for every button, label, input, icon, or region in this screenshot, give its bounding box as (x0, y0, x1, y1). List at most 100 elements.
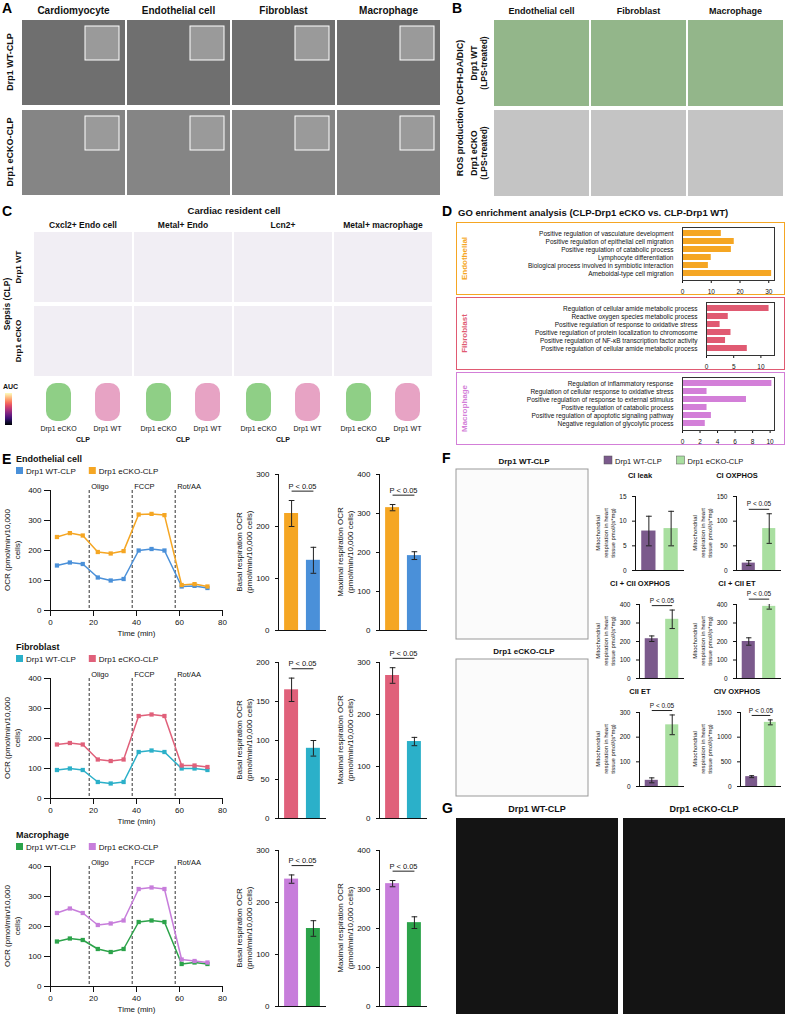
svg-text:Mitochondrial: Mitochondrial (595, 623, 601, 659)
svg-text:Regulation of inflammatory res: Regulation of inflammatory response (568, 380, 674, 388)
svg-text:0: 0 (681, 288, 685, 294)
svg-text:(pmol/min/10,000 cells): (pmol/min/10,000 cells) (245, 510, 254, 593)
svg-text:5: 5 (732, 363, 736, 369)
svg-text:C: C (2, 203, 12, 219)
svg-text:30: 30 (765, 288, 773, 294)
svg-text:Cxcl2+ Endo cell: Cxcl2+ Endo cell (49, 220, 117, 230)
svg-text:Drp1 eCKO: Drp1 eCKO (469, 130, 479, 176)
svg-text:100: 100 (28, 576, 42, 585)
svg-text:Rot/AA: Rot/AA (177, 670, 201, 679)
svg-text:20: 20 (89, 806, 98, 815)
svg-text:FCCP: FCCP (134, 858, 154, 867)
svg-text:Drp1 WT: Drp1 WT (394, 425, 423, 433)
svg-text:Drp1 WT-CLP: Drp1 WT-CLP (498, 457, 550, 466)
svg-text:AUC: AUC (3, 383, 18, 390)
svg-text:400: 400 (620, 601, 631, 608)
svg-text:GO enrichment analysis (CLP-Dr: GO enrichment analysis (CLP-Drp1 eCKO vs… (458, 207, 728, 218)
svg-text:100: 100 (256, 574, 270, 583)
svg-text:Drp1 WT: Drp1 WT (294, 425, 323, 433)
svg-text:200: 200 (28, 546, 42, 555)
svg-text:Macrophage: Macrophage (709, 6, 762, 16)
svg-text:0: 0 (627, 675, 631, 682)
svg-text:100: 100 (357, 762, 371, 771)
svg-text:500: 500 (721, 758, 732, 765)
svg-text:2: 2 (698, 438, 702, 444)
svg-text:Drp1 eCKO-CLP: Drp1 eCKO-CLP (669, 804, 738, 814)
svg-text:200: 200 (256, 522, 270, 531)
svg-text:0: 0 (366, 814, 371, 823)
svg-text:Rot/AA: Rot/AA (177, 482, 201, 491)
svg-text:P < 0.05: P < 0.05 (288, 659, 316, 668)
svg-text:150: 150 (717, 493, 728, 500)
svg-text:CI leak: CI leak (628, 471, 653, 480)
svg-text:200: 200 (256, 658, 270, 667)
svg-text:300: 300 (256, 846, 270, 855)
svg-text:Drp1 WT-CLP: Drp1 WT-CLP (26, 655, 76, 664)
svg-text:Macrophage: Macrophage (460, 384, 469, 432)
svg-text:A: A (2, 0, 12, 16)
svg-text:E: E (2, 451, 11, 467)
svg-text:Biological process involved in: Biological process involved in symbiotic… (528, 262, 674, 270)
svg-text:0: 0 (48, 994, 53, 1003)
svg-text:(LPS-treated): (LPS-treated) (479, 126, 489, 180)
svg-text:0: 0 (37, 982, 42, 991)
svg-text:P < 0.05: P < 0.05 (389, 486, 417, 495)
svg-text:P < 0.05: P < 0.05 (389, 862, 417, 871)
svg-text:Endothelial: Endothelial (460, 237, 469, 280)
svg-text:400: 400 (28, 674, 42, 683)
svg-text:CII ET: CII ET (629, 687, 651, 696)
svg-text:Regulation of cellular respons: Regulation of cellular response to oxida… (530, 388, 674, 396)
svg-text:1000: 1000 (717, 733, 732, 740)
svg-text:10: 10 (767, 438, 775, 444)
svg-text:60: 60 (175, 618, 184, 627)
svg-text:300: 300 (357, 885, 371, 894)
svg-text:Macrophage: Macrophage (359, 5, 418, 16)
svg-text:P < 0.05: P < 0.05 (650, 702, 675, 709)
svg-text:0: 0 (48, 806, 53, 815)
svg-text:100: 100 (256, 736, 270, 745)
svg-text:80: 80 (218, 618, 227, 627)
svg-text:P < 0.05: P < 0.05 (288, 856, 316, 865)
svg-text:tissue pmol/(s*mg): tissue pmol/(s*mg) (610, 616, 616, 666)
svg-text:cells): cells) (13, 540, 22, 559)
svg-text:300: 300 (357, 509, 371, 518)
svg-text:15: 15 (619, 493, 627, 500)
svg-text:Drp1 WT-CLP: Drp1 WT-CLP (26, 843, 76, 852)
svg-text:FCCP: FCCP (134, 670, 154, 679)
svg-text:cells): cells) (13, 728, 22, 747)
svg-text:Reactive oxygen species metabo: Reactive oxygen species metabolic proces… (571, 313, 698, 321)
svg-text:100: 100 (717, 656, 728, 663)
svg-text:Positive regulation of respons: Positive regulation of response to exter… (527, 396, 674, 404)
svg-text:tissue pmol/(s*mg): tissue pmol/(s*mg) (610, 724, 616, 774)
svg-text:0: 0 (265, 1002, 270, 1011)
svg-text:Positive regulation of catabol: Positive regulation of catabolic process (561, 246, 674, 254)
svg-text:P < 0.05: P < 0.05 (288, 482, 316, 491)
svg-text:Endothelial cell: Endothelial cell (508, 6, 574, 16)
svg-text:300: 300 (620, 619, 631, 626)
svg-text:0: 0 (627, 783, 631, 790)
svg-text:Drp1 WT-CLP: Drp1 WT-CLP (508, 804, 566, 814)
svg-text:Positive regulation of protein: Positive regulation of protein localizat… (535, 329, 698, 337)
svg-text:8: 8 (751, 438, 755, 444)
svg-text:Positive regulation of respons: Positive regulation of response to oxida… (555, 321, 698, 329)
svg-text:150: 150 (256, 697, 270, 706)
svg-text:400: 400 (28, 486, 42, 495)
svg-text:Drp1 eCKO: Drp1 eCKO (140, 425, 177, 433)
svg-text:400: 400 (357, 846, 371, 855)
svg-text:200: 200 (28, 734, 42, 743)
svg-text:0: 0 (724, 567, 728, 574)
svg-text:300: 300 (28, 892, 42, 901)
svg-text:300: 300 (717, 619, 728, 626)
svg-text:Basal respiration OCR: Basal respiration OCR (235, 512, 244, 592)
svg-text:60: 60 (175, 994, 184, 1003)
svg-text:respiration in heart: respiration in heart (700, 724, 706, 774)
svg-text:respiration in heart: respiration in heart (603, 616, 609, 666)
svg-text:300: 300 (28, 516, 42, 525)
svg-text:200: 200 (620, 733, 631, 740)
svg-text:CLP: CLP (276, 436, 290, 443)
svg-text:FCCP: FCCP (134, 482, 154, 491)
svg-text:Basal respiration OCR: Basal respiration OCR (235, 700, 244, 780)
svg-text:Fibroblast: Fibroblast (16, 642, 60, 652)
svg-text:80: 80 (218, 994, 227, 1003)
svg-text:20: 20 (736, 288, 744, 294)
